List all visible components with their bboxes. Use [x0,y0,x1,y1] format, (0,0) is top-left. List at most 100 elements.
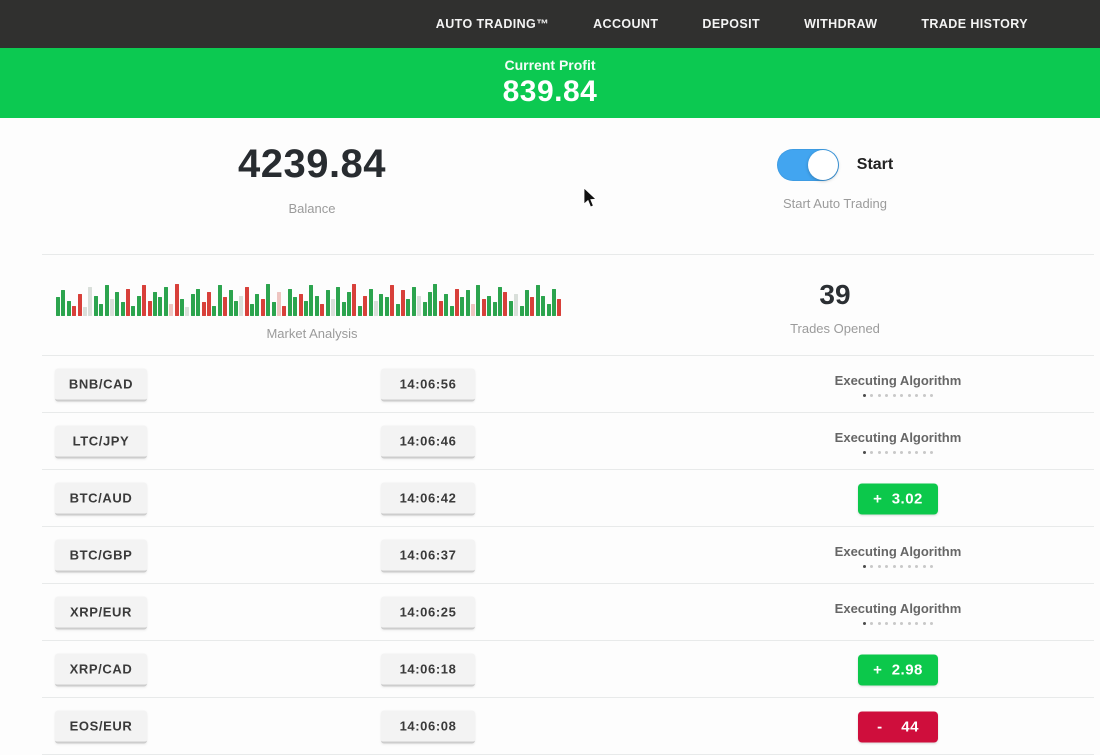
candle-bar [422,301,427,316]
candle-bar [411,286,416,316]
candle-bar [314,295,319,316]
top-navbar: AUTO TRADING™ ACCOUNT DEPOSIT WITHDRAW TRADE… [0,0,1100,48]
candle-bar [93,295,98,316]
candle-bar [217,284,222,316]
candle-bar [250,303,255,316]
progress-dot [907,450,911,454]
trade-row: BNB/CAD 14:06:56 Executing Algorithm [0,356,1100,413]
candle-bar [341,301,346,316]
progress-dots [798,450,998,454]
candle-bar [427,291,432,316]
trades-opened-label: Trades Opened [790,320,880,336]
candle-bar [330,298,335,316]
balance-label: Balance [288,201,336,216]
nav-item-auto-trading[interactable]: AUTO TRADING™ [435,17,550,31]
market-analysis-label: Market Analysis [266,325,358,341]
nav-item-account[interactable]: ACCOUNT [593,17,659,31]
trade-row: LTC/JPY 14:06:46 Executing Algorithm [0,413,1100,470]
progress-dot [930,450,934,454]
nav-item-withdraw[interactable]: WITHDRAW [804,17,878,31]
progress-dot [922,393,926,397]
candle-bar [260,298,265,316]
market-row: Market Analysis 39 Trades Opened [0,255,1100,355]
candle-bar [347,291,352,316]
candle-bar [546,303,551,316]
progress-dot [900,621,904,625]
candle-bar [201,301,206,316]
candle-bar [384,296,389,316]
progress-dot [862,393,866,397]
executing-label: Executing Algorithm [834,372,962,388]
progress-dot [915,450,919,454]
nav-item-deposit[interactable]: DEPOSIT [702,17,761,31]
candle-bar [303,300,308,316]
progress-dot [862,564,866,568]
progress-dot [877,450,881,454]
trade-status-cell: Executing Algorithm [798,373,998,397]
candle-bar [99,303,104,316]
candle-bar [196,288,201,316]
progress-dot [892,393,896,397]
pair-pill: BTC/AUD [55,482,147,515]
progress-dot [922,564,926,568]
candle-bar [72,305,77,316]
candle-bar [179,298,184,316]
progress-dot [862,621,866,625]
pair-pill: XRP/EUR [55,596,147,629]
candle-bar [352,283,357,316]
candle-bar [298,293,303,316]
candle-bar [61,289,66,316]
pair-pill: LTC/JPY [55,425,147,458]
auto-trading-toggle[interactable] [776,149,839,181]
profit-banner: Current Profit 839.84 [0,48,1100,118]
progress-dot [885,621,889,625]
progress-dots [798,621,998,625]
trade-row: BTC/AUD 14:06:42 + 3.02 [0,470,1100,527]
progress-dot [877,621,881,625]
progress-dot [907,621,911,625]
candle-bar [476,284,481,316]
candle-bar [487,295,492,316]
candle-bar [163,286,168,316]
time-pill: 14:06:56 [381,368,475,401]
candle-bar [56,296,60,316]
progress-dot [862,450,866,454]
candle-bar [109,298,114,316]
result-badge: + 3.02 [858,483,938,514]
progress-dot [900,450,904,454]
trade-status-cell: Executing Algorithm [798,544,998,568]
candle-bar [481,298,486,316]
candle-bar [471,303,476,316]
candle-bar [368,288,373,316]
progress-dot [870,393,874,397]
candle-bar [514,293,519,316]
executing-status: Executing Algorithm [798,373,998,397]
candle-bar [142,284,147,316]
candle-bar [244,286,249,316]
candle-bar [541,295,546,316]
progress-dot [885,393,889,397]
row-divider [42,640,1094,641]
nav-item-trade-history[interactable]: TRADE HISTORY [921,17,1028,31]
candle-bar [530,296,535,316]
candle-bar [320,303,325,316]
candle-bar [233,300,238,316]
time-pill: 14:06:25 [381,596,475,629]
candle-bar [336,286,341,316]
result-badge: + 2.98 [858,654,938,685]
candle-bar [223,296,228,316]
trade-row: XRP/CAD 14:06:18 + 2.98 [0,641,1100,698]
progress-dot [915,564,919,568]
candle-bar [395,303,400,316]
candle-bar [524,289,529,316]
candle-bar [460,296,465,316]
trades-opened-count: 39 [819,278,851,310]
progress-dot [922,450,926,454]
progress-dot [892,450,896,454]
candle-bar [115,291,120,316]
candle-bar [266,283,271,316]
candle-bar [438,300,443,316]
trade-row: EOS/EUR 14:06:08 - 44 [0,698,1100,755]
candle-bar [271,301,276,316]
candle-bar [433,283,438,316]
